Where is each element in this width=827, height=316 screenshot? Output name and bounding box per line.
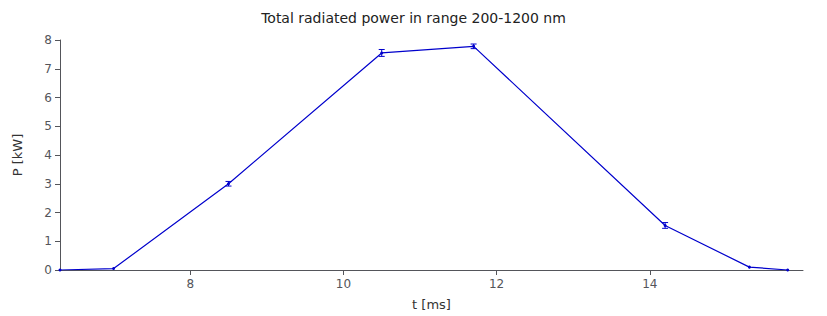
svg-text:t [ms]: t [ms]: [412, 297, 451, 312]
svg-text:2: 2: [44, 206, 52, 220]
svg-text:P [kW]: P [kW]: [10, 134, 25, 177]
svg-text:8: 8: [44, 33, 52, 47]
svg-text:3: 3: [44, 177, 52, 191]
svg-text:10: 10: [336, 277, 351, 291]
svg-text:8: 8: [186, 277, 194, 291]
svg-text:1: 1: [44, 234, 52, 248]
svg-text:Total radiated power in range: Total radiated power in range 200-1200 n…: [260, 10, 566, 26]
svg-text:12: 12: [489, 277, 504, 291]
svg-text:7: 7: [44, 62, 52, 76]
svg-text:14: 14: [642, 277, 657, 291]
svg-text:5: 5: [44, 119, 52, 133]
svg-text:0: 0: [44, 263, 52, 277]
svg-text:4: 4: [44, 148, 52, 162]
svg-text:6: 6: [44, 91, 52, 105]
